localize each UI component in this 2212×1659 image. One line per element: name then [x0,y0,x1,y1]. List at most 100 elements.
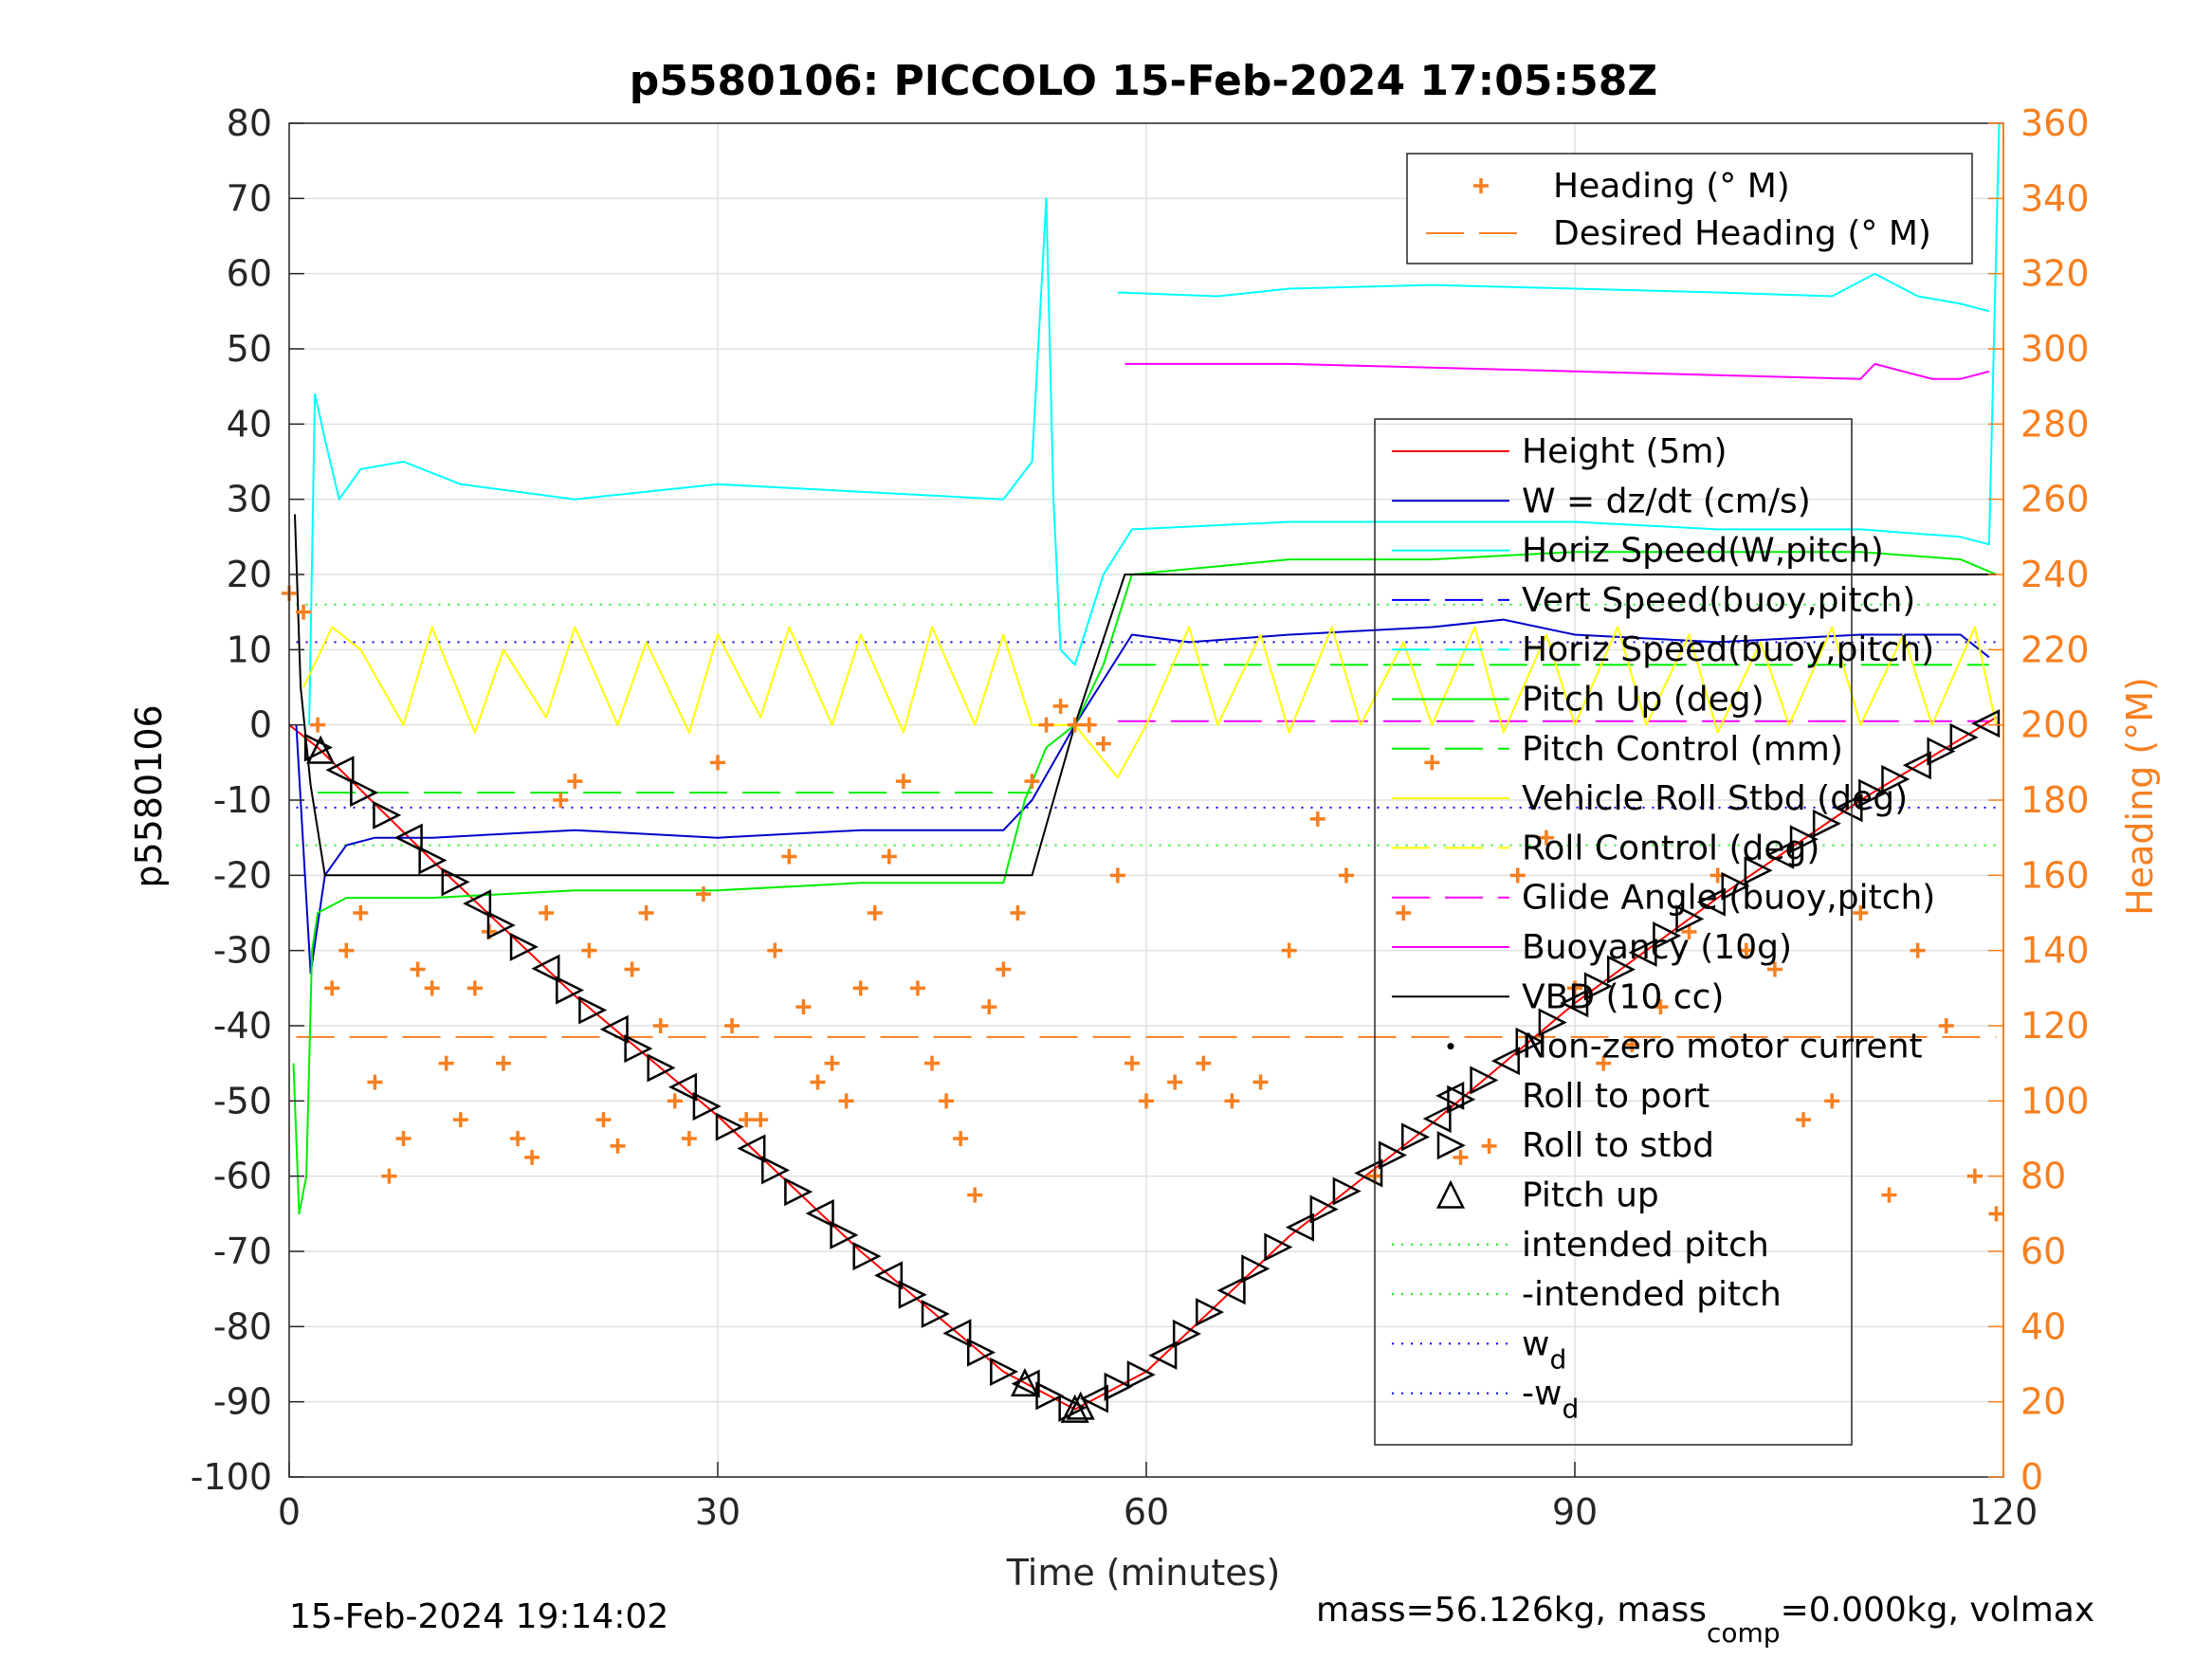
roll-to-port-marker [1696,887,1726,917]
roll-to-stbd-marker [509,932,539,961]
y-tick-label: 10 [227,629,272,670]
legend-label: Horiz Speed(W,pitch) [1522,532,1884,571]
y2-tick-label: 360 [2020,102,2090,144]
footer-mass-sub: comp [1707,1617,1781,1649]
roll-to-stbd-marker [373,800,402,830]
roll-to-stbd-marker [1126,1360,1156,1390]
roll-to-stbd-marker [1744,856,1773,885]
heading-point [981,999,997,1015]
roll-to-stbd-marker [966,1338,996,1367]
heading-point [652,1018,668,1033]
roll-to-stbd-marker [1881,764,1910,793]
heading-point [1453,1149,1469,1165]
heading-point [353,905,369,921]
heading-point [1095,736,1111,752]
heading-point [1109,867,1125,884]
roll-to-stbd-marker [1949,722,1979,752]
heading-point [338,942,355,958]
heading-point [1252,1074,1269,1090]
heading-point [1966,1168,1983,1184]
roll-to-stbd-marker [556,975,585,1005]
y-tick-label: -70 [213,1231,272,1272]
y2-tick-label: 100 [2020,1080,2090,1121]
footer-mass-text: mass=56.126kg, mass [1316,1591,1707,1630]
marker-layer [303,709,2001,1423]
roll-to-port-marker [1628,938,1657,967]
vehicle-roll-stbd-deg-line [302,626,1998,779]
heading-point [724,1018,740,1033]
legend-label: Roll Control (deg) [1522,829,1819,867]
heading-point [795,999,812,1015]
y2-tick-label: 300 [2020,328,2090,370]
heading-point [466,980,483,996]
roll-to-stbd-marker [1309,1194,1339,1224]
legend-label: W = dz/dt (cm/s) [1522,482,1811,520]
heading-point [1038,717,1054,733]
heading-point [553,793,569,808]
heading-point [710,755,725,771]
y2-tick-label: 0 [2020,1456,2043,1498]
heading-point [624,961,640,977]
roll-to-port-marker [737,1134,766,1163]
heading-point [867,905,883,921]
heading-point [610,1138,626,1154]
y-tick-label: 80 [227,102,272,144]
legend-label: Roll to port [1522,1077,1709,1116]
heading-point [1167,1074,1183,1090]
heading-point [1067,717,1083,733]
roll-to-stbd-marker [852,1242,882,1271]
legend-label: Pitch up [1522,1176,1659,1215]
roll-to-stbd-marker [761,1156,791,1185]
heading-legend-box [1406,153,1973,264]
y-tick-label: 70 [227,177,272,219]
heading-point [424,980,440,996]
y2-tick-label: 180 [2020,779,2090,821]
heading-point [810,1074,826,1090]
roll-to-port-marker [1902,751,1931,780]
y2-tick-label: 220 [2020,629,2090,670]
roll-to-stbd-marker [692,1092,722,1121]
y-tick-label: -10 [213,779,272,821]
y2-axis-label: Heading (°M) [2119,677,2161,916]
heading-point [895,774,911,790]
roll-to-stbd-marker [1858,778,1888,808]
roll-to-port-marker [1422,1104,1452,1134]
roll-to-port-marker [805,1198,834,1229]
roll-to-stbd-marker [1332,1176,1362,1206]
roll-to-port-marker [668,1072,698,1102]
roll-to-stbd-marker [1538,1008,1567,1037]
heading-point [695,886,711,902]
roll-to-port-marker [463,889,492,919]
y2-tick-label: 340 [2020,177,2090,219]
heading-point [1538,830,1554,846]
y2-tick-label: 260 [2020,479,2090,520]
legend-swatch [1435,1179,1466,1209]
heading-legend-label: Heading (° M) [1553,167,1790,206]
y-tick-label: -90 [213,1381,272,1423]
y-axis-label: p5580106 [128,704,170,887]
roll-to-stbd-marker [418,846,448,875]
roll-to-port-marker [874,1261,904,1290]
legend-label: Glide Angle (buoy,pitch) [1522,879,1935,918]
legend-label: Pitch Up (deg) [1522,681,1764,720]
heading-point [310,717,326,733]
roll-to-stbd-marker [1606,955,1636,984]
y2-tick-label: 160 [2020,854,2090,896]
y2-tick-label: 80 [2020,1156,2066,1197]
roll-to-stbd-marker [1515,1027,1545,1056]
x-tick-label: 90 [1552,1491,1598,1533]
heading-point [1824,1093,1840,1109]
roll-to-stbd-marker [441,867,470,897]
heading-point [667,1093,683,1109]
roll-to-stbd-marker [830,1220,859,1249]
heading-point [1224,1093,1240,1109]
roll-to-stbd-marker [1401,1122,1431,1152]
roll-to-stbd-marker [1789,825,1819,854]
legend-swatch [1436,1131,1466,1160]
heading-point [367,1074,383,1090]
y-tick-label: 30 [227,479,272,520]
pitch-up-marker [1010,1368,1039,1397]
heading-point [1938,1018,1954,1033]
y2-tick-label: 20 [2020,1381,2066,1423]
y-tick-label: -60 [213,1156,272,1197]
